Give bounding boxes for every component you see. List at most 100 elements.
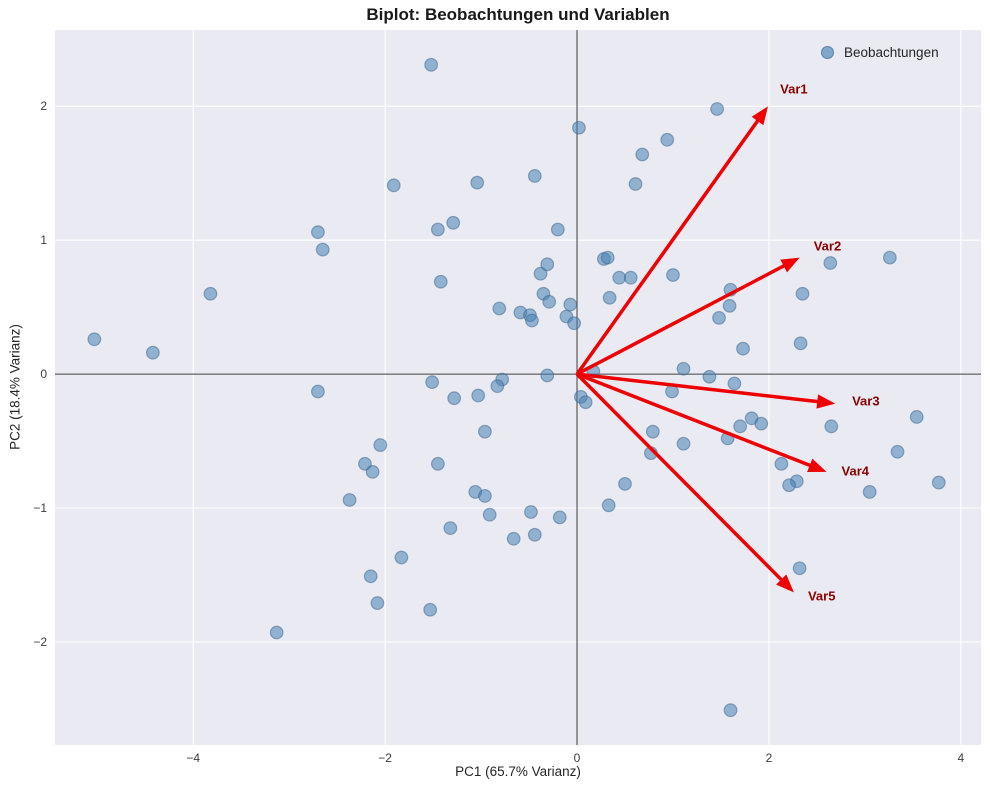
scatter-point — [470, 175, 485, 190]
scatter-point — [423, 602, 438, 617]
scatter-point — [572, 120, 586, 135]
scatter-point — [712, 310, 726, 325]
scatter-point — [727, 376, 742, 391]
scatter-point — [795, 286, 810, 301]
scatter-point — [540, 368, 555, 383]
scatter-point — [433, 274, 448, 289]
x-tick-label: 2 — [765, 751, 773, 765]
scatter-point — [424, 57, 439, 72]
scatter-point — [525, 313, 539, 328]
x-tick-label: 0 — [573, 751, 581, 765]
scatter-point — [527, 527, 542, 542]
legend-marker-dot — [821, 46, 834, 59]
scatter-point — [370, 596, 385, 610]
plot-area: Var1 Var2 Var3 Var4 Var5 Beobachtungen — [55, 30, 981, 745]
scatter-point — [430, 222, 445, 237]
scatter-point — [733, 419, 748, 434]
arrow-head-Var2 — [780, 257, 800, 273]
scatter-point — [430, 456, 445, 471]
scatter-point — [394, 550, 409, 565]
scatter-point — [702, 369, 717, 384]
scatter-point — [269, 625, 284, 640]
scatter-point — [315, 242, 330, 257]
var-label-Var4: Var4 — [841, 463, 870, 478]
var-label-Var3: Var3 — [852, 393, 880, 409]
chart-title: Biplot: Beobachtungen und Variablen — [366, 5, 670, 24]
scatter-point — [676, 436, 691, 451]
scatter-point — [527, 169, 542, 183]
scatter-point — [311, 225, 325, 240]
scatter-point — [447, 391, 462, 406]
y-tick-label: 1 — [40, 233, 47, 248]
scatter-point — [540, 257, 555, 272]
arrow-shaft-Var4 — [576, 372, 815, 469]
scatter-point — [754, 416, 769, 431]
arrow-head-Var5 — [776, 574, 794, 593]
scatter-point — [792, 561, 807, 576]
scatter-point — [882, 250, 897, 265]
y-tick-label: 2 — [40, 99, 47, 114]
y-tick-label: −2 — [33, 634, 47, 649]
legend: Beobachtungen — [821, 45, 939, 60]
scatter-point — [490, 379, 505, 394]
scatter-point — [506, 531, 521, 546]
scatter-point — [736, 341, 750, 356]
scatter-point — [203, 286, 218, 301]
x-tick-label: −4 — [186, 751, 201, 765]
scatter-point — [578, 395, 593, 410]
arrow-head-Var4 — [807, 458, 827, 472]
scatter-point — [477, 489, 492, 503]
scatter-point — [635, 147, 650, 162]
scatter-point — [482, 507, 497, 522]
scatter-point — [524, 505, 538, 519]
scatter-point — [87, 332, 102, 347]
scatter-point — [710, 102, 725, 116]
scatter-point — [931, 475, 946, 490]
scatter-point — [363, 569, 378, 584]
scatter-point — [443, 521, 458, 535]
scatter-point — [601, 498, 616, 513]
x-tick-label: 4 — [957, 751, 965, 765]
scatter-point — [612, 270, 627, 285]
plot-canvas — [55, 30, 981, 745]
scatter-point — [862, 485, 877, 499]
y-axis-label: PC2 (18.4% Varianz) — [7, 324, 23, 450]
scatter-point — [600, 250, 615, 265]
scatter-point — [618, 477, 632, 491]
var-label-Var1: Var1 — [780, 81, 808, 97]
scatter-point — [365, 464, 380, 479]
scatter-point — [823, 256, 838, 270]
scatter-point — [145, 345, 160, 360]
scatter-point — [645, 424, 660, 439]
arrow-shaft-Var5 — [575, 372, 786, 584]
scatter-point — [477, 424, 492, 439]
scatter-point — [386, 178, 401, 193]
scatter-point — [824, 419, 839, 434]
scatter-point — [782, 478, 796, 493]
scatter-point — [373, 438, 388, 452]
y-tick-label: 0 — [40, 367, 47, 382]
scatter-point — [722, 298, 737, 313]
scatter-point — [909, 410, 924, 424]
y-tick-label: −1 — [33, 501, 47, 515]
scatter-point — [550, 222, 565, 237]
scatter-point — [660, 132, 675, 147]
scatter-point — [425, 375, 440, 390]
scatter-point — [602, 290, 617, 305]
scatter-point — [723, 703, 738, 718]
legend-label: Beobachtungen — [844, 45, 939, 60]
scatter-point — [342, 493, 357, 507]
scatter-point — [563, 297, 578, 312]
scatter-point — [533, 266, 548, 281]
scatter-point — [666, 268, 680, 282]
var-label-Var5: Var5 — [807, 588, 836, 604]
scatter-point — [890, 444, 905, 459]
scatter-point — [793, 336, 808, 351]
x-axis-label: PC1 (65.7% Varianz) — [455, 764, 581, 779]
scatter-point — [628, 177, 643, 191]
arrow-shaft-Var1 — [575, 116, 762, 376]
scatter-point — [567, 316, 582, 331]
scatter-point — [542, 294, 557, 309]
scatter-point — [552, 510, 567, 525]
